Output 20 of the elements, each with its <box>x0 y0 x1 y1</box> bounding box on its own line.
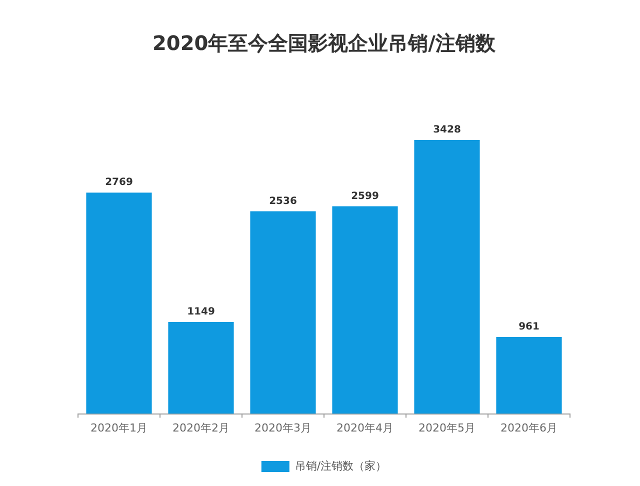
bar <box>496 337 562 414</box>
x-tick-label: 2020年5月 <box>418 421 476 434</box>
data-label: 1149 <box>187 306 215 318</box>
bar <box>250 211 316 414</box>
x-tick-label: 2020年1月 <box>90 421 148 434</box>
data-label: 2769 <box>105 177 133 188</box>
bar <box>168 322 234 414</box>
x-tick-label: 2020年3月 <box>254 421 312 434</box>
data-label: 2536 <box>269 196 297 207</box>
data-label: 2599 <box>351 190 379 202</box>
x-tick-label: 2020年2月 <box>172 421 230 434</box>
x-tick-label: 2020年6月 <box>500 421 558 434</box>
data-label: 961 <box>518 322 540 333</box>
bar <box>414 140 480 414</box>
x-tick-label: 2020年4月 <box>336 421 394 434</box>
legend-label: 吊销/注销数（家） <box>294 459 387 472</box>
bar <box>332 206 398 414</box>
data-label: 3428 <box>433 124 461 136</box>
bar <box>86 192 152 414</box>
chart-title: 2020年至今全国影视企业吊销/注销数 <box>152 31 496 56</box>
